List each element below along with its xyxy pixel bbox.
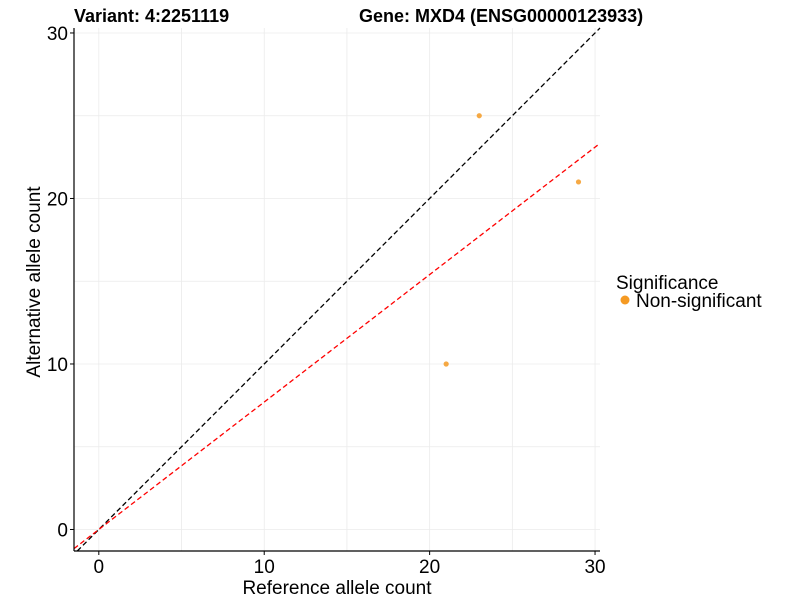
y-tick-label: 10 bbox=[47, 355, 68, 376]
axis-ticks: 0 10 20 30 0 10 20 30 bbox=[47, 24, 606, 578]
data-point bbox=[476, 113, 482, 119]
y-tick-label: 0 bbox=[57, 520, 68, 541]
y-tick-label: 20 bbox=[47, 189, 68, 210]
data-point bbox=[575, 179, 582, 185]
x-tick-label: 10 bbox=[254, 557, 275, 578]
x-tick-label: 30 bbox=[584, 557, 605, 578]
chart-title-gene: Gene: MXD4 (ENSG00000123933) bbox=[359, 6, 643, 26]
legend: Significance Non-significant bbox=[616, 273, 762, 312]
x-tick-label: 20 bbox=[419, 557, 440, 578]
axes bbox=[73, 28, 600, 552]
chart-title-variant: Variant: 4:2251119 bbox=[74, 6, 229, 26]
y-tick-label: 30 bbox=[47, 24, 68, 45]
data-point bbox=[443, 361, 449, 367]
y-axis-label: Alternative allele count bbox=[24, 186, 45, 378]
legend-title: Significance bbox=[616, 273, 718, 294]
legend-marker-non-significant bbox=[620, 295, 630, 305]
reference-lines bbox=[73, 27, 601, 552]
x-tick-label: 0 bbox=[94, 557, 105, 578]
identity-reference-line bbox=[76, 27, 601, 552]
x-axis-label: Reference allele count bbox=[242, 578, 432, 599]
grid-lines bbox=[74, 28, 600, 551]
data-points bbox=[443, 113, 582, 367]
legend-label-non-significant: Non-significant bbox=[636, 291, 762, 312]
ratio-reference-line bbox=[73, 142, 601, 550]
